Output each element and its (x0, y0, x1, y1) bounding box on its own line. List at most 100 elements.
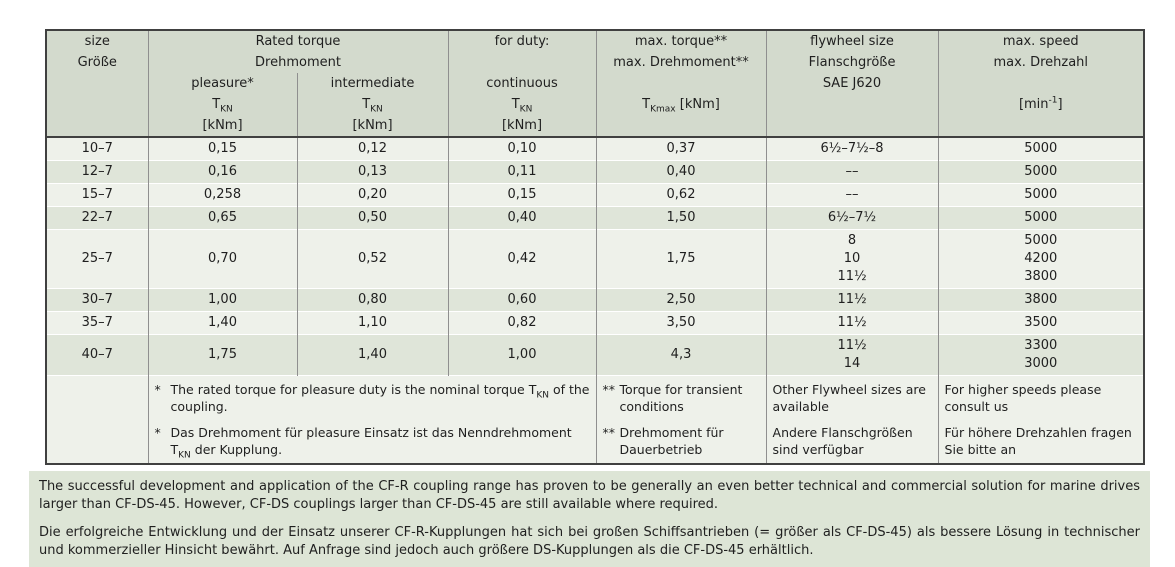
header-max-torque: max. torque** max. Drehmoment** TKmax [k… (595, 30, 767, 137)
cell-size: 22–7 (46, 206, 148, 230)
cell-continuous: 0,15 (447, 183, 597, 207)
cell-max-torque: 2,50 (595, 288, 767, 312)
header-flywheel-sae: SAE J620 (822, 76, 882, 91)
description-text-de: Die erfolgreiche Entwicklung und der Ein… (39, 525, 1140, 558)
table-row: 10–7 0,15 0,12 0,10 0,37 6½–7½–8 5000 (46, 136, 1145, 161)
cell-intermediate: 0,80 (296, 288, 449, 312)
footnote-speed: For higher speeds please consult us Für … (937, 375, 1145, 464)
footnote-speed-de: Für höhere Drehzahlen fragen Sie bitte a… (945, 424, 1138, 458)
unit-knm: [kNm] (352, 118, 393, 133)
header-speed: max. speed max. Drehzahl [min-1] (937, 30, 1145, 137)
cell-flywheel: 11½ (765, 311, 939, 335)
footnote-text: Other Flywheel sizes are available (772, 382, 926, 414)
footnote-row: * The rated torque for pleasure duty is … (46, 375, 1145, 464)
table-row: 30–7 1,00 0,80 0,60 2,50 11½ 3800 (46, 288, 1145, 312)
cell-intermediate: 0,52 (296, 229, 449, 289)
tkn-symbol: TKN (362, 97, 383, 115)
unit-knm: [kNm] (202, 118, 243, 133)
cell-speed: 3300 3000 (937, 334, 1145, 376)
cell-speed: 5000 (937, 136, 1145, 161)
header-max-torque-en: max. torque** (634, 34, 728, 49)
footnote-flywheel: Other Flywheel sizes are available Ander… (765, 375, 939, 464)
tkn-symbol: TKN (511, 97, 533, 115)
cell-pleasure: 1,75 (147, 334, 297, 376)
cell-speed: 3800 (937, 288, 1145, 312)
double-asterisk-marker: ** (602, 425, 616, 440)
description-block: The successful development and applicati… (29, 471, 1150, 567)
cell-max-torque: 3,50 (595, 311, 767, 335)
cell-max-torque: 0,62 (595, 183, 767, 207)
footnote-text: Drehmoment für Dauerbetrieb (619, 425, 724, 457)
cell-intermediate: 1,40 (296, 334, 449, 376)
header-pleasure: pleasure* TKN [kNm] (147, 73, 297, 137)
cell-size: 12–7 (46, 160, 148, 184)
description-text-en: The successful development and applicati… (39, 479, 1140, 512)
cell-continuous: 0,42 (447, 229, 597, 289)
unit-min: [min-1] (1018, 95, 1063, 112)
asterisk-marker: * (154, 382, 161, 397)
footnote-empty-cell (46, 375, 148, 464)
table-row: 35–7 1,40 1,10 0,82 3,50 11½ 3500 (46, 311, 1145, 335)
coupling-spec-table: size Größe Rated torque Drehmoment for d… (45, 29, 1146, 465)
cell-intermediate: 0,50 (296, 206, 449, 230)
footnote-text: The rated torque for pleasure duty is th… (170, 382, 590, 414)
header-intermediate: intermediate TKN [kNm] (296, 73, 449, 137)
cell-pleasure: 1,40 (147, 311, 297, 335)
cell-intermediate: 0,20 (296, 183, 449, 207)
cell-max-torque: 4,3 (595, 334, 767, 376)
double-asterisk-marker: ** (602, 382, 616, 397)
cell-pleasure: 1,00 (147, 288, 297, 312)
cell-intermediate: 1,10 (296, 311, 449, 335)
footnote-rated-en: * The rated torque for pleasure duty is … (155, 381, 590, 415)
table-row: 22–7 0,65 0,50 0,40 1,50 6½–7½ 5000 (46, 206, 1145, 230)
footnote-text: Andere Flanschgrößen sind verfügbar (772, 425, 913, 457)
spacer (449, 52, 596, 73)
header-size-en: size (84, 34, 110, 49)
header-flywheel-en: flywheel size (810, 34, 894, 49)
cell-pleasure: 0,65 (147, 206, 297, 230)
header-duty: for duty: continuous TKN [kNm] (447, 30, 597, 137)
header-speed-de: max. Drehzahl (993, 55, 1089, 70)
cell-intermediate: 0,13 (296, 160, 449, 184)
cell-pleasure: 0,16 (147, 160, 297, 184)
cell-max-torque: 1,75 (595, 229, 767, 289)
cell-size: 15–7 (46, 183, 148, 207)
header-pleasure-label: pleasure* (191, 76, 254, 91)
header-flywheel: flywheel size Flanschgröße SAE J620 (765, 30, 939, 137)
cell-continuous: 0,82 (447, 311, 597, 335)
footnote-text: For higher speeds please consult us (944, 382, 1102, 414)
cell-continuous: 0,10 (447, 136, 597, 161)
cell-flywheel: 6½–7½–8 (765, 136, 939, 161)
cell-flywheel: 11½ 14 (765, 334, 939, 376)
footnote-rated-de: * Das Drehmoment für pleasure Einsatz is… (154, 424, 590, 460)
cell-continuous: 0,11 (447, 160, 597, 184)
table-row: 40–7 1,75 1,40 1,00 4,3 11½ 14 3300 3000 (46, 334, 1145, 376)
unit-knm: [kNm] (501, 118, 543, 133)
cell-max-torque: 0,40 (595, 160, 767, 184)
header-size-de: Größe (77, 55, 117, 70)
cell-speed: 5000 (937, 206, 1145, 230)
cell-speed: 5000 (937, 160, 1145, 184)
footnote-flywheel-en: Other Flywheel sizes are available (773, 381, 932, 415)
header-speed-en: max. speed (1002, 34, 1079, 49)
spacer (939, 73, 1144, 94)
footnote-speed-en: For higher speeds please consult us (945, 381, 1138, 415)
cell-flywheel: 11½ (765, 288, 939, 312)
cell-intermediate: 0,12 (296, 136, 449, 161)
header-size: size Größe (46, 30, 148, 137)
table-row: 12–7 0,16 0,13 0,11 0,40 –– 5000 (46, 160, 1145, 184)
header-max-torque-de: max. Drehmoment** (613, 55, 749, 70)
cell-size: 40–7 (46, 334, 148, 376)
header-intermediate-label: intermediate (330, 76, 415, 91)
header-flywheel-de: Flanschgröße (808, 55, 896, 70)
cell-flywheel: 8 10 11½ (765, 229, 939, 289)
header-rated-torque: Rated torque Drehmoment (147, 30, 449, 73)
cell-speed: 3500 (937, 311, 1145, 335)
cell-flywheel: 6½–7½ (765, 206, 939, 230)
table-row: 25–7 0,70 0,52 0,42 1,75 8 10 11½ 5000 4… (46, 229, 1145, 289)
asterisk-marker: * (154, 425, 161, 440)
tkn-symbol: TKN (212, 97, 233, 115)
spacer (597, 73, 766, 94)
cell-size: 30–7 (46, 288, 148, 312)
